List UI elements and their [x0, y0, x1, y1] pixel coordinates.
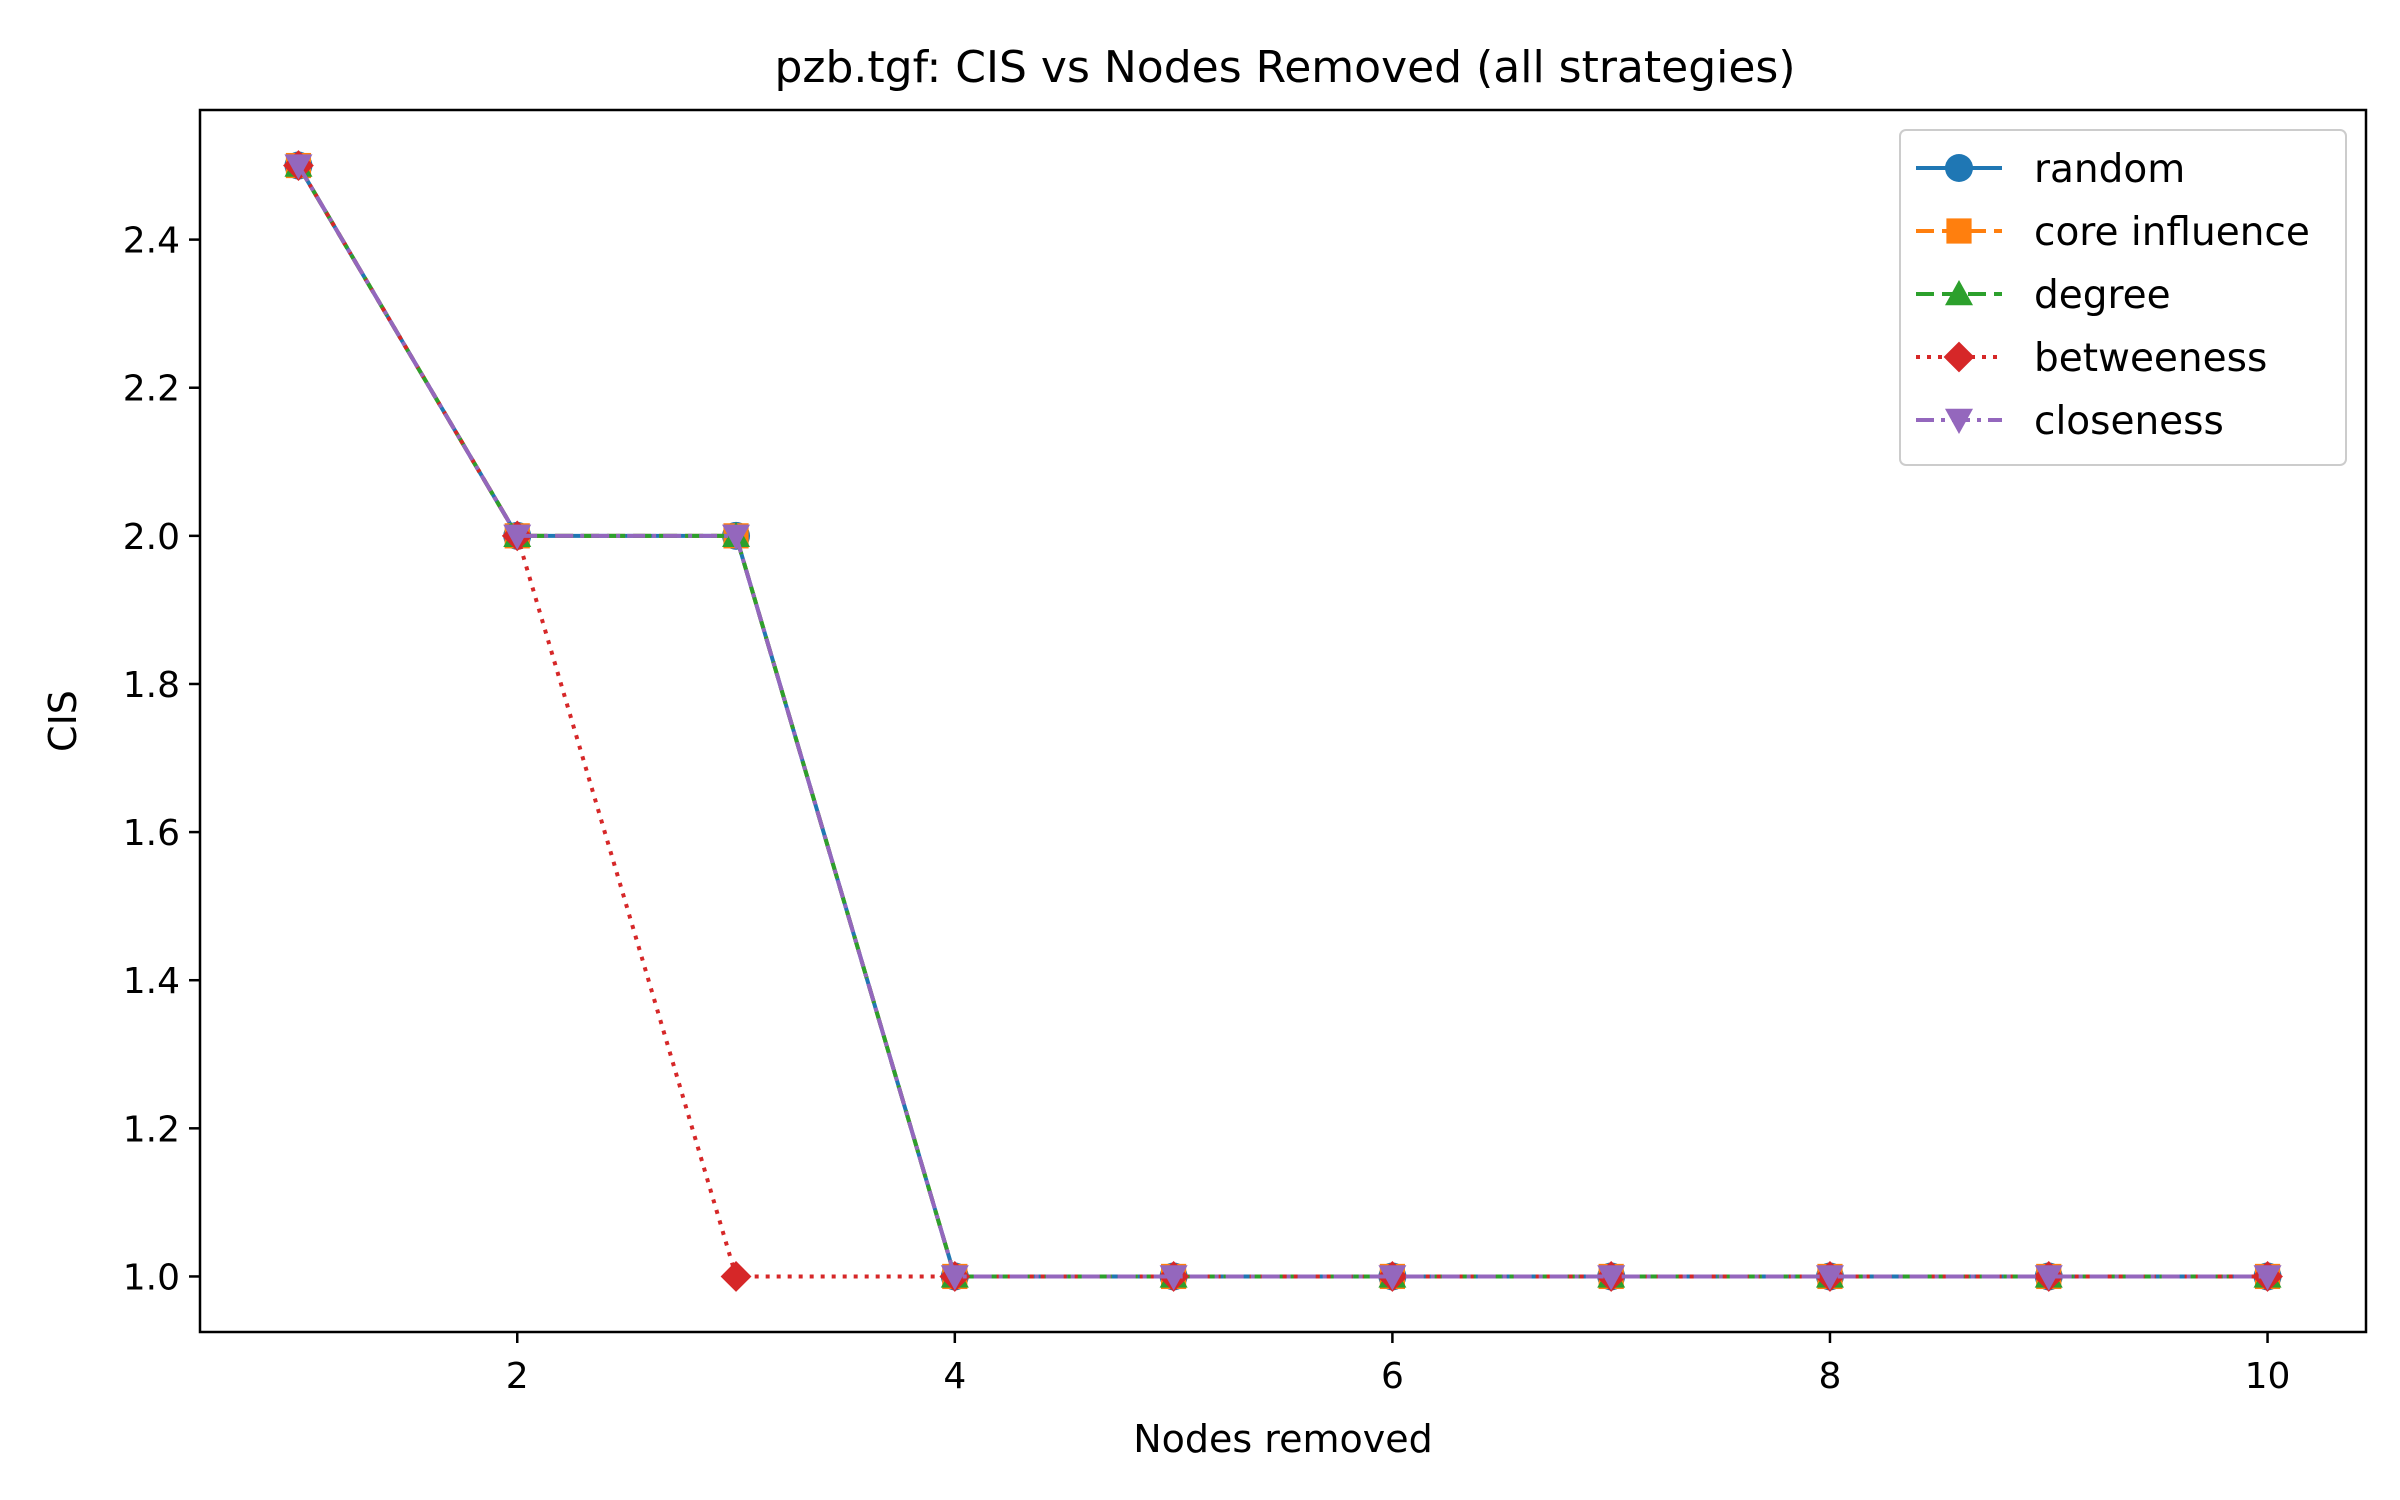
- legend-item: betweeness: [1916, 336, 2267, 381]
- legend-marker: [1945, 408, 1973, 434]
- plot-frame: [198, 108, 2368, 1334]
- data-point: [940, 1265, 969, 1291]
- legend-marker: [1945, 154, 1973, 182]
- chart-title: pzb.tgf: CIS vs Nodes Removed (all strat…: [774, 42, 1795, 93]
- legend-item: closeness: [1916, 399, 2224, 444]
- data-point: [2253, 1265, 2282, 1291]
- y-tick-label: 2.2: [123, 369, 180, 410]
- y-tick-label: 1.8: [123, 665, 180, 706]
- legend-label: core influence: [2034, 210, 2310, 255]
- data-point: [1378, 1265, 1407, 1291]
- y-tick-label: 2.4: [123, 221, 180, 262]
- x-tick-label: 6: [1381, 1356, 1404, 1397]
- legend-item: degree: [1916, 273, 2171, 318]
- legend-marker: [1946, 218, 1972, 244]
- data-point: [1597, 1265, 1626, 1291]
- y-tick-label: 1.0: [123, 1257, 180, 1298]
- data-point: [720, 1261, 752, 1292]
- data-point: [503, 524, 532, 550]
- x-tick-label: 8: [1819, 1356, 1842, 1397]
- data-point: [284, 154, 313, 180]
- data-point: [722, 524, 751, 550]
- legend: random core influence degree betweeness clos…: [1899, 129, 2347, 466]
- y-tick-label: 2.0: [123, 517, 180, 558]
- data-point: [2034, 1265, 2063, 1291]
- legend-label: degree: [2034, 273, 2171, 318]
- legend-item: random: [1916, 147, 2185, 192]
- legend-marker: [1943, 341, 1975, 373]
- series-closeness: [284, 154, 2282, 1291]
- legend-label: closeness: [2034, 399, 2224, 444]
- legend-item: core influence: [1916, 210, 2310, 255]
- legend-label: betweeness: [2034, 336, 2267, 381]
- x-tick-label: 2: [506, 1356, 529, 1397]
- series-line: [296, 164, 2268, 1279]
- legend-label: random: [2034, 147, 2185, 192]
- x-axis-label: Nodes removed: [1133, 1417, 1432, 1461]
- x-tick-label: 4: [943, 1356, 966, 1397]
- data-point: [1159, 1265, 1188, 1291]
- x-axis: 2 4 6 8 10: [506, 1332, 2291, 1397]
- y-axis: 1.0 1.2 1.4 1.6 1.8 2.0 2.2 2.4: [123, 221, 200, 1298]
- legend-marker: [1945, 280, 1973, 306]
- legend-box: [1899, 129, 2347, 466]
- x-tick-label: 10: [2245, 1356, 2291, 1397]
- data-point: [1815, 1265, 1844, 1291]
- y-axis-label: CIS: [41, 690, 85, 752]
- plot-area: [283, 150, 2283, 1292]
- y-tick-label: 1.4: [123, 961, 180, 1002]
- y-tick-label: 1.6: [123, 813, 180, 854]
- y-tick-label: 1.2: [123, 1109, 180, 1150]
